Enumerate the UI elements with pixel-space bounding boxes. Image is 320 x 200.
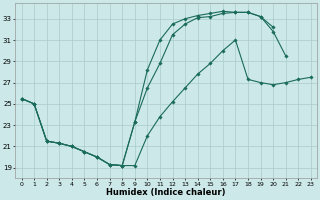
X-axis label: Humidex (Indice chaleur): Humidex (Indice chaleur) (107, 188, 226, 197)
